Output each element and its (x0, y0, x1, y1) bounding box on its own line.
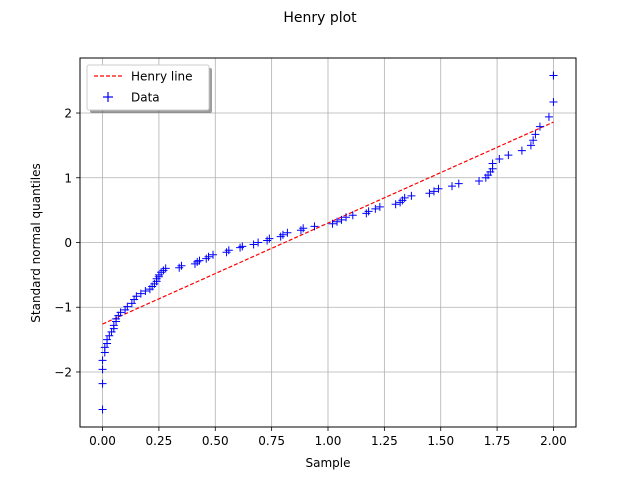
x-tick-label: 0.50 (202, 434, 229, 448)
data-point (434, 184, 443, 193)
data-point (123, 302, 132, 311)
y-tick-label: 1 (64, 171, 72, 185)
data-point (265, 234, 274, 243)
data-point (98, 405, 107, 414)
y-tick-label: 2 (64, 107, 72, 121)
x-axis-ticks: 0.00 0.25 0.50 0.75 1.00 1.25 1.50 1.75 2.00 (89, 427, 567, 448)
x-tick-label: 0.75 (258, 434, 285, 448)
data-point (391, 200, 400, 209)
y-tick-label: 0 (64, 236, 72, 250)
x-axis-label: Sample (306, 456, 351, 470)
data-point (448, 182, 456, 191)
legend-data-marker (103, 92, 113, 102)
data-point (531, 130, 540, 139)
data-point (495, 154, 504, 163)
x-tick-label: 1.25 (371, 434, 398, 448)
data-point (454, 179, 463, 188)
data-point (549, 98, 558, 107)
y-axis-ticks: −2 −1 0 1 2 (54, 107, 80, 379)
data-point (136, 289, 145, 298)
data-point (342, 213, 351, 222)
data-point (98, 356, 107, 365)
y-axis-label: Standard normal quantiles (29, 163, 43, 322)
data-point (375, 202, 384, 211)
henry-line-series (102, 121, 554, 325)
data-point (328, 219, 337, 228)
data-point (204, 252, 213, 261)
data-point (429, 187, 438, 196)
x-tick-label: 1.75 (484, 434, 511, 448)
data-point (407, 191, 416, 200)
legend-box (86, 64, 210, 111)
x-tick-label: 1.00 (315, 434, 342, 448)
data-point (425, 189, 434, 198)
data-point (400, 193, 409, 202)
legend: Henry line Data (86, 64, 212, 113)
y-tick-label: −1 (54, 301, 72, 315)
data-point (310, 222, 319, 231)
data-point (116, 308, 125, 317)
data-point (141, 287, 150, 296)
data-point (98, 365, 107, 374)
data-point (238, 242, 247, 251)
data-point (224, 246, 233, 255)
x-tick-label: 2.00 (540, 434, 567, 448)
data-point (526, 141, 535, 150)
data-point (254, 238, 263, 247)
legend-henry-line-label: Henry line (131, 70, 193, 84)
legend-data-label: Data (131, 91, 160, 105)
x-tick-label: 0.25 (146, 434, 173, 448)
data-point (299, 224, 308, 233)
data-point (161, 264, 170, 273)
data-point (544, 112, 553, 121)
data-point (337, 215, 346, 224)
data-point (549, 71, 558, 80)
data-point (371, 204, 380, 213)
data-point (364, 207, 373, 216)
data-point (132, 292, 141, 301)
data-point (475, 177, 484, 185)
data-point (504, 151, 513, 160)
data-point (98, 379, 107, 388)
x-tick-label: 0.00 (89, 434, 116, 448)
x-tick-label: 1.50 (427, 434, 454, 448)
data-point (249, 240, 258, 249)
data-point (535, 122, 544, 131)
data-point (348, 211, 357, 220)
y-tick-label: −2 (54, 365, 72, 379)
data-point (177, 261, 186, 270)
data-point (209, 250, 218, 259)
henry-line (102, 121, 554, 325)
data-point (517, 146, 526, 155)
chart-title: Henry plot (283, 10, 357, 26)
data-point (278, 230, 287, 239)
data-series (98, 71, 558, 414)
data-point (195, 256, 204, 265)
data-point (333, 217, 342, 226)
data-point (488, 159, 497, 168)
data-point (283, 228, 292, 237)
grid-lines (80, 58, 576, 427)
data-point (529, 136, 538, 145)
